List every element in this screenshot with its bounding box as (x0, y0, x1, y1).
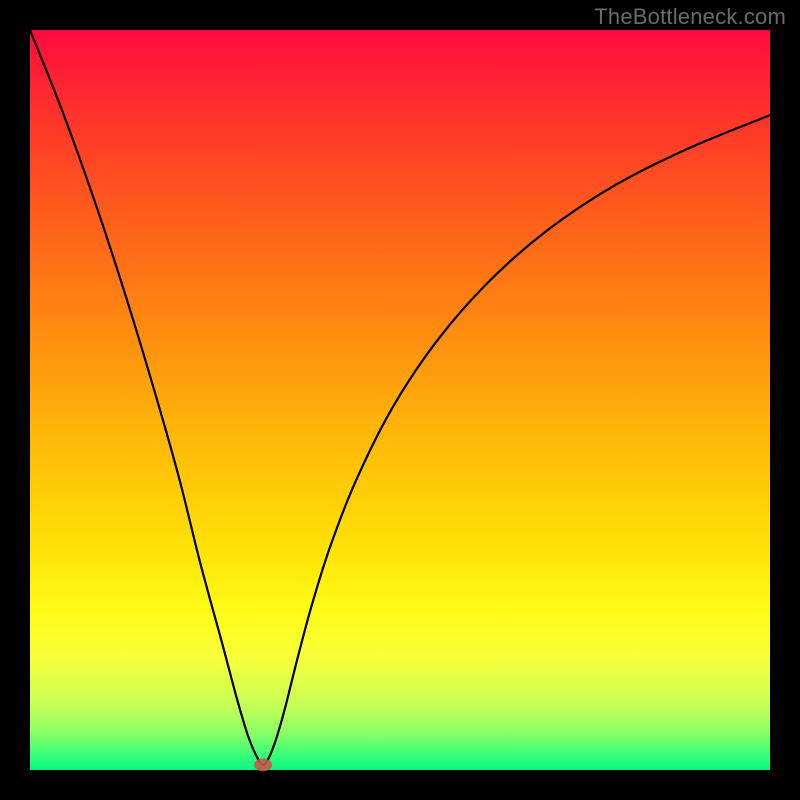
plot-background (30, 30, 770, 770)
watermark-text: TheBottleneck.com (594, 4, 786, 30)
optimal-point-marker (254, 758, 272, 771)
chart-root: TheBottleneck.com (0, 0, 800, 800)
bottleneck-chart (0, 0, 800, 800)
